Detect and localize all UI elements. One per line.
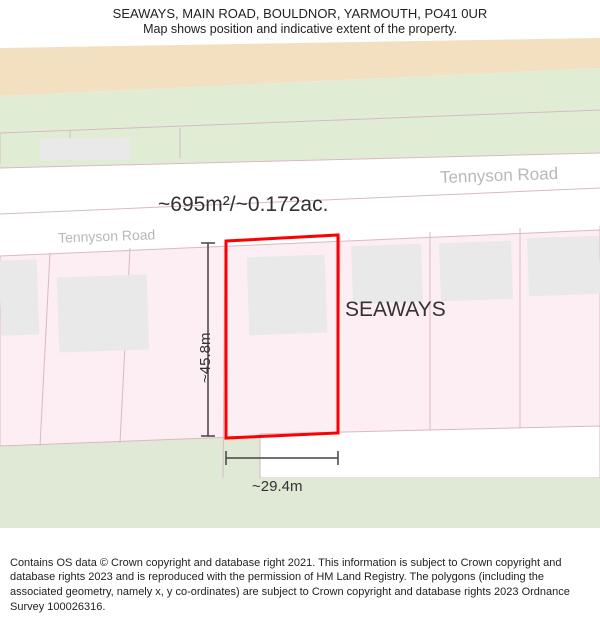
map-area: ~695m²/~0.172ac. SEAWAYS Tennyson Road T…: [0, 38, 600, 528]
header: SEAWAYS, MAIN ROAD, BOULDNOR, YARMOUTH, …: [0, 0, 600, 38]
dimension-height-label: ~45.8m: [197, 333, 214, 383]
footer-copyright: Contains OS data © Crown copyright and d…: [0, 550, 600, 625]
dimension-width-label: ~29.4m: [252, 478, 302, 495]
map-svg: [0, 38, 600, 528]
road-label-2: Tennyson Road: [58, 226, 156, 245]
area-label: ~695m²/~0.172ac.: [158, 193, 328, 217]
property-name-label: SEAWAYS: [345, 298, 446, 322]
page-title: SEAWAYS, MAIN ROAD, BOULDNOR, YARMOUTH, …: [10, 6, 590, 21]
page-subtitle: Map shows position and indicative extent…: [10, 22, 590, 36]
road-label-1: Tennyson Road: [440, 164, 559, 188]
